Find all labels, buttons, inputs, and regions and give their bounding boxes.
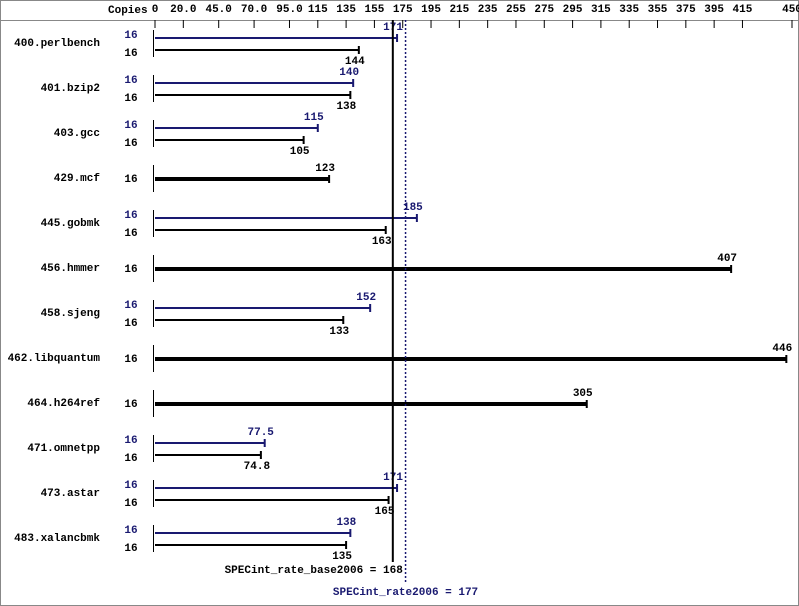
x-tick-label: 295 xyxy=(563,4,583,16)
value-label: 163 xyxy=(372,236,392,248)
value-label: 185 xyxy=(403,202,423,214)
bar xyxy=(155,94,351,96)
value-label: 115 xyxy=(304,112,324,124)
bar xyxy=(155,442,265,444)
value-label: 138 xyxy=(336,101,356,113)
bar xyxy=(155,82,354,84)
x-tick-label: 155 xyxy=(365,4,385,16)
bar xyxy=(155,532,351,534)
x-tick-label: 215 xyxy=(449,4,469,16)
bar xyxy=(155,319,344,321)
copies-label: 16 xyxy=(124,543,137,555)
copies-label: 16 xyxy=(124,498,137,510)
bar xyxy=(155,357,787,361)
bar xyxy=(155,217,417,219)
copies-label: 16 xyxy=(124,48,137,60)
copies-header: Copies xyxy=(108,5,148,17)
x-tick-label: 450 xyxy=(782,4,799,16)
x-tick-label: 95.0 xyxy=(276,4,302,16)
category-label: 429.mcf xyxy=(54,173,101,185)
category-label: 400.perlbench xyxy=(14,38,100,50)
copies-label: 16 xyxy=(124,453,137,465)
value-label: 74.8 xyxy=(244,461,271,473)
bar xyxy=(155,487,398,489)
reference-label: SPECint_rate_base2006 = 168 xyxy=(225,565,404,577)
copies-label: 16 xyxy=(124,399,137,411)
copies-label: 16 xyxy=(124,480,137,492)
x-tick-label: 335 xyxy=(619,4,639,16)
category-label: 403.gcc xyxy=(54,128,100,140)
x-tick-label: 70.0 xyxy=(241,4,267,16)
copies-label: 16 xyxy=(124,300,137,312)
value-label: 446 xyxy=(772,343,792,355)
bar xyxy=(155,127,318,129)
category-label: 464.h264ref xyxy=(27,398,100,410)
value-label: 305 xyxy=(573,388,593,400)
x-tick-label: 235 xyxy=(478,4,498,16)
value-label: 138 xyxy=(336,517,356,529)
x-tick-label: 45.0 xyxy=(205,4,231,16)
category-label: 462.libquantum xyxy=(8,353,101,365)
copies-label: 16 xyxy=(124,174,137,186)
bar xyxy=(155,229,386,231)
reference-label: SPECint_rate2006 = 177 xyxy=(333,587,478,599)
category-label: 456.hmmer xyxy=(41,263,100,275)
x-tick-label: 0 xyxy=(152,4,159,16)
copies-label: 16 xyxy=(124,30,137,42)
bar xyxy=(155,49,359,51)
value-label: 123 xyxy=(315,163,335,175)
x-tick-label: 135 xyxy=(336,4,356,16)
bar xyxy=(155,139,304,141)
x-tick-label: 115 xyxy=(308,4,328,16)
copies-label: 16 xyxy=(124,228,137,240)
x-tick-label: 20.0 xyxy=(170,4,196,16)
bar xyxy=(155,544,347,546)
value-label: 144 xyxy=(345,56,365,68)
category-label: 471.omnetpp xyxy=(27,443,100,455)
copies-label: 16 xyxy=(124,120,137,132)
copies-label: 16 xyxy=(124,93,137,105)
value-label: 105 xyxy=(290,146,310,158)
category-label: 483.xalancbmk xyxy=(14,533,100,545)
x-tick-label: 175 xyxy=(393,4,413,16)
value-label: 165 xyxy=(375,506,395,518)
bar xyxy=(155,177,330,181)
copies-label: 16 xyxy=(124,525,137,537)
category-label: 445.gobmk xyxy=(41,218,101,230)
x-tick-label: 275 xyxy=(534,4,554,16)
copies-label: 16 xyxy=(124,435,137,447)
bar xyxy=(155,37,398,39)
x-tick-label: 395 xyxy=(704,4,724,16)
value-label: 77.5 xyxy=(248,427,275,439)
bar xyxy=(155,402,587,406)
bar xyxy=(155,499,389,501)
x-tick-label: 315 xyxy=(591,4,611,16)
value-label: 152 xyxy=(356,292,376,304)
copies-label: 16 xyxy=(124,75,137,87)
x-tick-label: 375 xyxy=(676,4,696,16)
value-label: 135 xyxy=(332,551,352,563)
copies-label: 16 xyxy=(124,318,137,330)
bar xyxy=(155,307,371,309)
x-tick-label: 255 xyxy=(506,4,526,16)
category-label: 458.sjeng xyxy=(41,308,100,320)
copies-label: 16 xyxy=(124,138,137,150)
copies-label: 16 xyxy=(124,210,137,222)
copies-label: 16 xyxy=(124,264,137,276)
value-label: 140 xyxy=(339,67,359,79)
bar xyxy=(155,267,732,271)
x-tick-label: 355 xyxy=(648,4,668,16)
value-label: 133 xyxy=(329,326,349,338)
value-label: 407 xyxy=(717,253,737,265)
copies-label: 16 xyxy=(124,354,137,366)
x-tick-label: 195 xyxy=(421,4,441,16)
x-tick-label: 415 xyxy=(733,4,753,16)
bar xyxy=(155,454,261,456)
category-label: 473.astar xyxy=(41,488,100,500)
category-label: 401.bzip2 xyxy=(41,83,100,95)
